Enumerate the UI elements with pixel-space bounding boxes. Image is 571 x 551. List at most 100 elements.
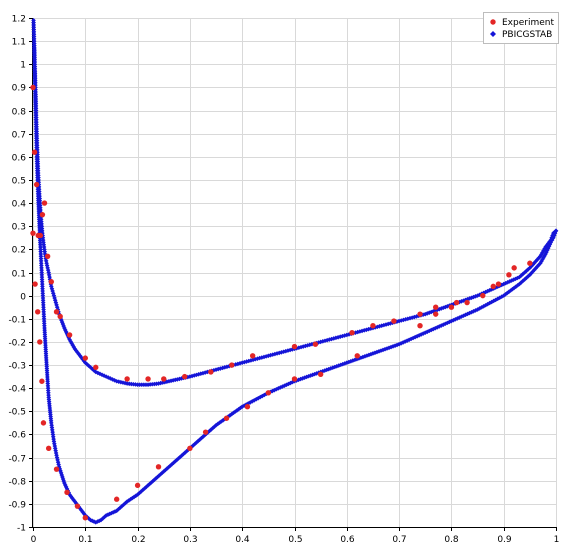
- y-tick-label: 0.7: [12, 131, 26, 141]
- pbicgstab-point: [379, 323, 384, 329]
- pbicgstab-point: [241, 403, 247, 408]
- pbicgstab-point: [164, 466, 170, 471]
- pbicgstab-point: [390, 344, 396, 349]
- experiment-point: [391, 318, 397, 324]
- pbicgstab-point: [513, 284, 519, 289]
- experiment-point: [448, 304, 455, 310]
- pbicgstab-point: [38, 244, 43, 250]
- pbicgstab-point: [285, 348, 291, 353]
- pbicgstab-point: [430, 326, 436, 332]
- experiment-point: [161, 376, 167, 382]
- pbicgstab-point: [45, 267, 51, 273]
- pbicgstab-point: [68, 339, 73, 344]
- pbicgstab-point: [62, 327, 68, 333]
- pbicgstab-point: [234, 408, 240, 413]
- pbicgstab-point: [60, 321, 66, 327]
- pbicgstab-point: [495, 296, 500, 302]
- pbicgstab-point: [266, 353, 271, 359]
- pbicgstab-point: [409, 315, 415, 320]
- pbicgstab-point: [251, 397, 257, 403]
- pbicgstab-point: [176, 456, 181, 461]
- pbicgstab-point: [195, 438, 201, 444]
- x-tick-label: 0.1: [78, 535, 92, 545]
- pbicgstab-point: [326, 366, 331, 372]
- pbicgstab-point: [312, 371, 317, 377]
- pbicgstab-point: [39, 265, 44, 271]
- experiment-point: [370, 323, 376, 329]
- experiment-point: [64, 489, 70, 495]
- experiment-point: [44, 253, 51, 260]
- pbicgstab-point: [148, 480, 154, 485]
- legend-item: PBICGSTAB: [490, 30, 552, 40]
- pbicgstab-point: [41, 302, 46, 308]
- pbicgstab-point: [53, 448, 58, 453]
- pbicgstab-point: [145, 483, 151, 488]
- pbicgstab-point: [72, 499, 78, 504]
- pbicgstab-point: [244, 359, 249, 364]
- pbicgstab-point: [41, 311, 47, 317]
- pbicgstab-point: [481, 304, 486, 309]
- pbicgstab-point: [54, 302, 59, 308]
- pbicgstab-point: [449, 318, 454, 324]
- pbicgstab-point: [381, 322, 387, 328]
- pbicgstab-point: [307, 342, 313, 348]
- experiment-point: [30, 230, 36, 236]
- experiment-point: [145, 376, 151, 382]
- pbicgstab-point: [147, 481, 152, 487]
- pbicgstab-point: [60, 476, 66, 482]
- pbicgstab-point: [38, 214, 44, 220]
- pbicgstab-point: [279, 350, 284, 355]
- x-tick-label: 0.5: [288, 535, 302, 545]
- pbicgstab-point: [126, 381, 132, 387]
- pbicgstab-point: [322, 368, 327, 373]
- legend-item: Experiment: [490, 18, 554, 28]
- y-tick-label: 0.5: [12, 177, 26, 187]
- pbicgstab-point: [102, 514, 107, 520]
- pbicgstab-point: [181, 451, 186, 457]
- experiment-point: [506, 272, 512, 278]
- pbicgstab-point: [158, 380, 163, 386]
- pbicgstab-point: [182, 450, 188, 455]
- pbicgstab-point: [39, 223, 45, 229]
- pbicgstab-point: [135, 492, 140, 497]
- pbicgstab-point: [163, 467, 168, 473]
- y-tick-label: 0: [20, 293, 26, 303]
- pbicgstab-point: [50, 291, 56, 296]
- pbicgstab-point: [128, 496, 133, 502]
- pbicgstab-point: [40, 293, 46, 298]
- pbicgstab-point: [227, 413, 233, 418]
- pbicgstab-point: [213, 422, 219, 428]
- pbicgstab-point: [350, 358, 356, 363]
- experiment-point: [45, 445, 52, 452]
- pbicgstab-point: [404, 338, 410, 343]
- pbicgstab-point: [35, 186, 41, 192]
- pbicgstab-point: [149, 381, 155, 387]
- pbicgstab-point: [320, 339, 326, 344]
- grid: [33, 18, 557, 528]
- experiment-point: [74, 503, 81, 509]
- pbicgstab-point: [392, 343, 398, 348]
- pbicgstab-point: [211, 367, 217, 373]
- experiment-point: [66, 332, 73, 338]
- pbicgstab-point: [39, 263, 44, 268]
- pbicgstab-point: [40, 237, 46, 243]
- pbicgstab-point: [166, 378, 172, 384]
- pbicgstab-point: [276, 386, 281, 391]
- experiment-point: [349, 329, 355, 336]
- x-tick-label: 1: [554, 535, 560, 545]
- pbicgstab-point: [34, 159, 40, 164]
- pbicgstab-point: [52, 441, 57, 447]
- x-tick-label: 0.9: [497, 535, 512, 545]
- pbicgstab-point: [213, 367, 219, 372]
- pbicgstab-point: [93, 369, 99, 375]
- pbicgstab-point: [46, 397, 52, 402]
- experiment-point: [32, 281, 38, 287]
- pbicgstab-point: [49, 284, 54, 289]
- experiment-point: [433, 311, 439, 317]
- pbicgstab-point: [344, 360, 350, 366]
- x-tick-label: 0.3: [183, 535, 197, 545]
- pbicgstab-point: [38, 254, 44, 259]
- pbicgstab-point: [252, 356, 258, 362]
